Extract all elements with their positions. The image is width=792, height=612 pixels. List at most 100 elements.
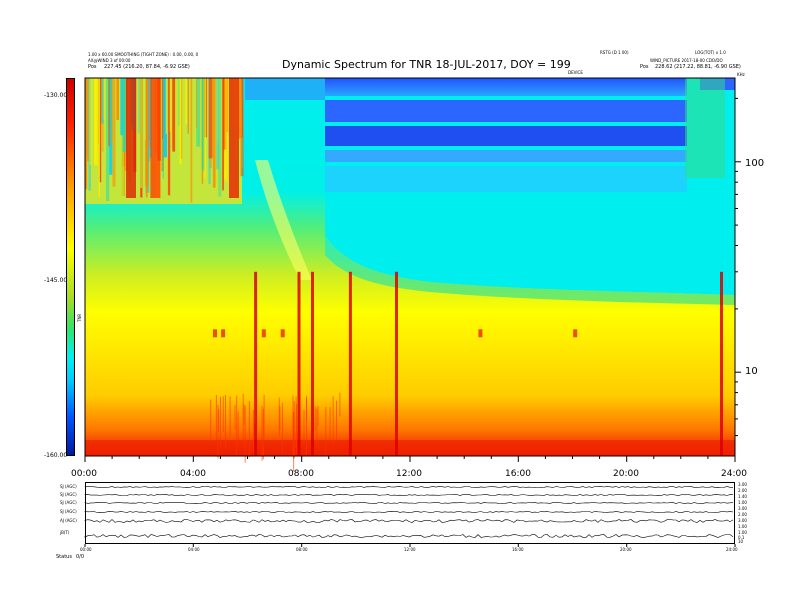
top-left-info-line2: AX@WIND 3 of 00:00 [88, 58, 131, 63]
burst-faint [292, 395, 294, 452]
noise-streak [185, 78, 188, 125]
burst-faint [225, 395, 226, 449]
noise-streak [145, 78, 148, 198]
noise-streak [216, 78, 220, 170]
burst-faint [237, 411, 239, 446]
noise-streak [93, 78, 96, 164]
burst-faint [262, 408, 264, 460]
burst-faint [263, 394, 265, 439]
right-axis-ticks [735, 97, 741, 437]
noise-hot-column [126, 78, 136, 198]
burst-faint [215, 395, 217, 441]
x-tick-label-6: 24:00 [721, 469, 747, 479]
burst-weak [573, 329, 578, 338]
burst-strong [297, 271, 301, 456]
noise-streak [122, 78, 126, 153]
noise-streaks-group [85, 78, 244, 203]
noise-streak [101, 78, 104, 124]
lower-rtick-3a: 3.00 [738, 506, 747, 511]
lower-x-tick-5: 20:00 [620, 547, 632, 552]
noise-streak [110, 78, 112, 147]
noise-streak [240, 78, 243, 169]
noise-streak [216, 78, 219, 141]
lower-rtick-1b: 2.00 [738, 488, 747, 493]
burst-faint [236, 395, 238, 455]
burst-faint [316, 408, 318, 448]
lower-rtick-3b: 2.00 [738, 512, 747, 517]
lower-panel [85, 482, 735, 544]
burst-faint [325, 407, 327, 456]
lower-rtick-6a: 10 [738, 539, 744, 544]
burst-weak [261, 329, 266, 338]
lower-label-4: SJ (AGC) [60, 509, 77, 514]
x-tick-label-3: 12:00 [396, 469, 422, 479]
burst-faint [293, 401, 295, 458]
colorbar-tick-top: -130.00 [44, 92, 68, 99]
lower-trace [84, 519, 734, 523]
noise-streak [196, 78, 201, 147]
noise-streak [212, 78, 216, 188]
burst-faint [234, 405, 236, 430]
lower-label-3: SJ (AGC) [60, 500, 77, 505]
noise-streak [99, 78, 102, 183]
noise-streak [218, 78, 222, 197]
noise-streak [88, 78, 91, 191]
noise-streak [85, 78, 88, 190]
lower-rtick-1a: 3.00 [738, 482, 747, 487]
y-tick-label-10: 10 [745, 366, 758, 377]
noise-streak [167, 78, 171, 196]
burst-faint [248, 401, 250, 458]
x-tick-label-1: 04:00 [180, 469, 206, 479]
noise-hot-column [229, 78, 239, 198]
bursts-group [210, 271, 723, 472]
noise-streak [196, 78, 197, 129]
burst-weak [478, 329, 483, 338]
burst-strong [720, 271, 723, 456]
lower-label-5: AJ (AGC) [60, 518, 77, 523]
burst-strong [311, 271, 314, 456]
burst-faint [339, 392, 341, 417]
noise-streak [98, 78, 100, 145]
lower-label-2: SJ (AGC) [60, 492, 77, 497]
burst-weak [213, 329, 217, 338]
khz-unit-label: KHz [737, 72, 745, 77]
noise-streak [169, 78, 171, 132]
status-label: Status [56, 554, 72, 560]
burst-faint [296, 404, 297, 455]
x-tick-label-4: 16:00 [505, 469, 531, 479]
noise-streak [222, 78, 224, 191]
noise-streak [121, 78, 124, 200]
noise-streak [106, 78, 110, 201]
burst-faint [336, 400, 337, 441]
device-label: DEVICE [568, 70, 583, 75]
noise-streak [162, 78, 164, 179]
noise-streak [187, 78, 189, 134]
burst-faint [210, 399, 212, 443]
noise-streak [208, 78, 213, 159]
noise-streak [108, 78, 111, 147]
lower-x-tick-2: 08:00 [296, 547, 308, 552]
lower-rtick-4a: 3.00 [738, 518, 747, 523]
noise-streak [112, 78, 116, 187]
burst-faint [254, 398, 256, 424]
lower-trace [84, 494, 734, 496]
x-axis-ticks [84, 456, 736, 462]
burst-faint [281, 402, 283, 454]
lower-trace [84, 502, 734, 504]
noise-hot-column [150, 78, 161, 198]
top-right-info-line2: WIND_PICTURE 2017-18-00 CDO/DO [650, 58, 723, 63]
burst-faint [229, 396, 231, 437]
noise-streak [138, 78, 140, 134]
lower-trace [84, 511, 734, 513]
top-mid-right-info: RSTG (D 1 00) [600, 50, 629, 55]
noise-streak [120, 78, 124, 136]
top-left-info-line1: 1.00 x 60.00 SMOOTHING (TIGHT ZONE) : 0.… [88, 52, 199, 57]
x-tick-label-0: 00:00 [71, 469, 97, 479]
colorbar-tick-bottom: -160.00 [44, 452, 68, 459]
lower-x-tick-1: 04:00 [188, 547, 200, 552]
noise-streak [172, 78, 176, 152]
burst-faint [279, 406, 281, 430]
noise-streak [179, 78, 182, 165]
